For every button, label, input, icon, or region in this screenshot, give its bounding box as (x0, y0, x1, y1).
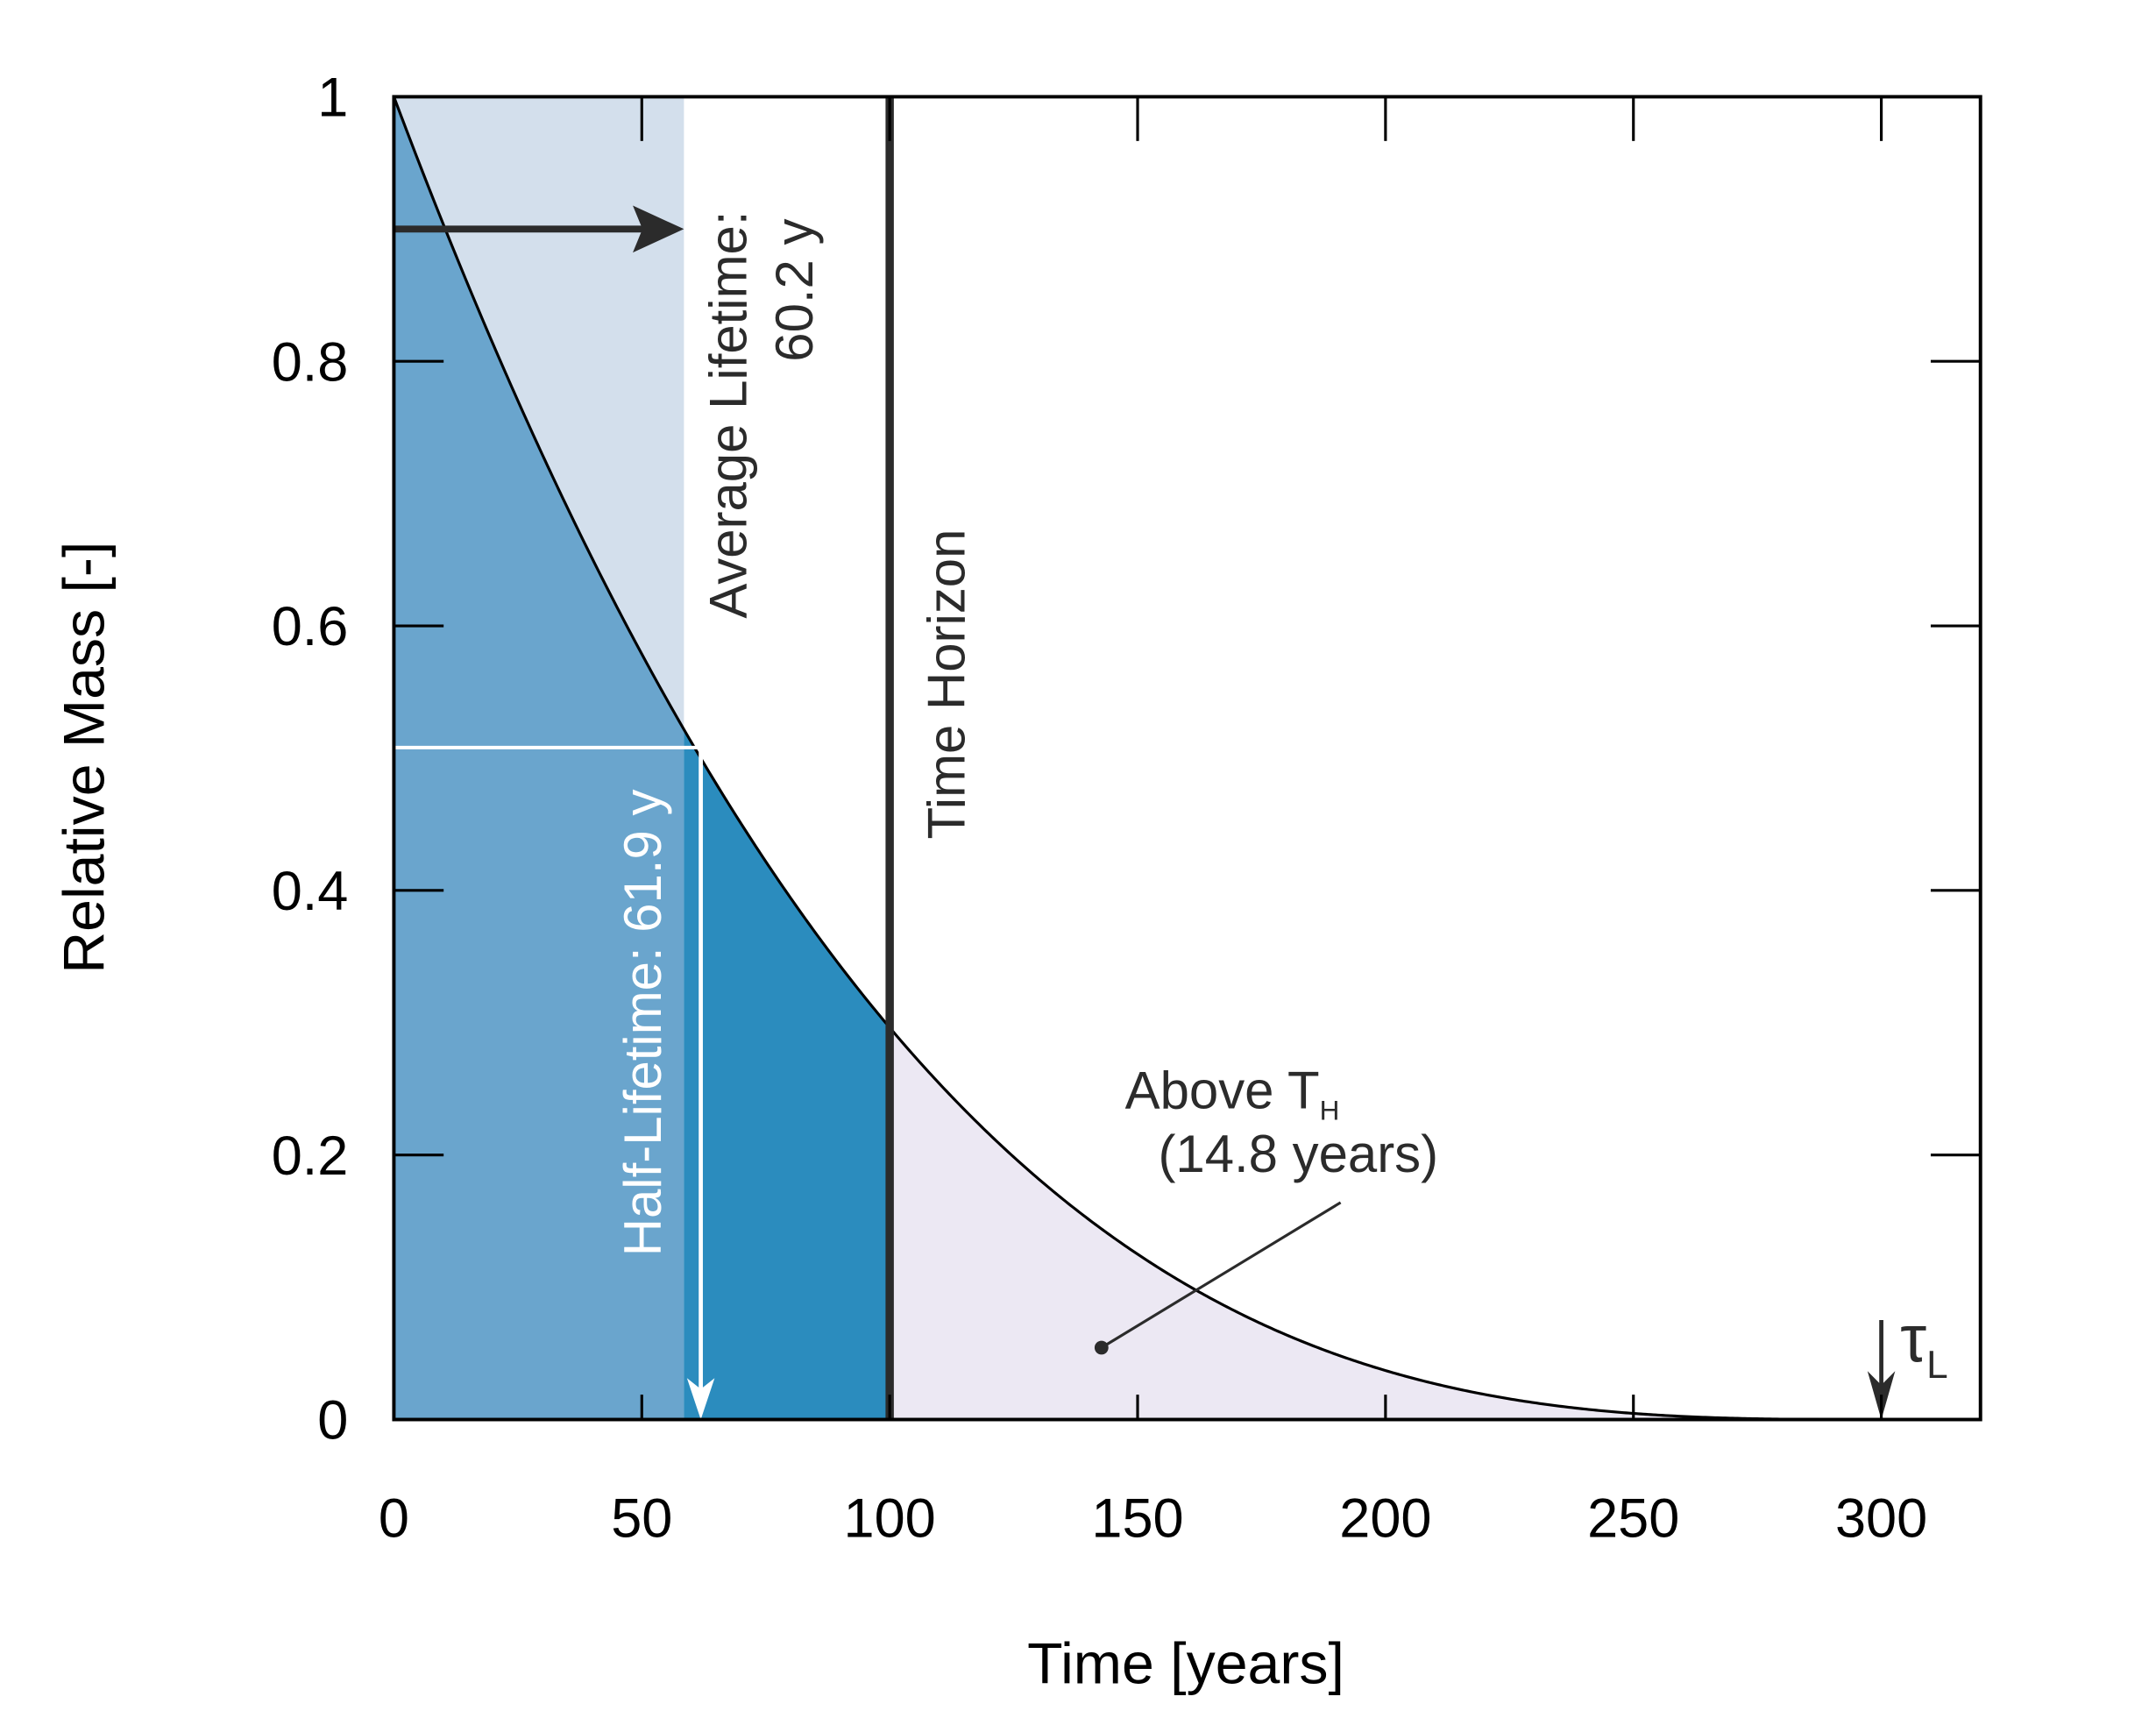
below-curve-to-horizon (684, 729, 890, 1420)
fill-regions (394, 96, 1882, 1420)
plot-frame (392, 95, 1982, 1422)
above-time-horizon (890, 1027, 1882, 1420)
x-tick-label: 100 (844, 1488, 936, 1550)
y-tick-label: 1 (317, 67, 348, 128)
time-horizon-label: Time Horizon (918, 529, 976, 840)
y-tick-label: 0.4 (272, 861, 349, 922)
y-axis-label: Relative Mass [-] (52, 542, 117, 974)
markers (394, 96, 1896, 1420)
y-tick-label: 0.8 (272, 331, 349, 393)
above-th-dot (1094, 1340, 1109, 1355)
x-tick-label: 0 (379, 1488, 409, 1550)
above-th-value: (14.8 years) (1158, 1125, 1438, 1183)
x-tick-label: 250 (1587, 1488, 1679, 1550)
above-th-label: Above TH (1125, 1061, 1340, 1126)
avg-lifetime-label: Average Lifetime: (699, 211, 758, 619)
half-lifetime-arrow-head (686, 1378, 715, 1420)
below-curve-before-half (394, 96, 684, 1420)
y-tick-label: 0.6 (272, 596, 349, 657)
x-tick-label: 200 (1339, 1488, 1431, 1550)
tau-symbol: τ (1900, 1302, 1926, 1376)
avg-lifetime-arrow-head (633, 205, 684, 253)
x-tick-label: 300 (1835, 1488, 1927, 1550)
above-th-text: Above T (1125, 1061, 1320, 1120)
tau-l-label: τL (1900, 1302, 1947, 1387)
x-tick-label: 150 (1091, 1488, 1183, 1550)
above-th-leader (1100, 1201, 1342, 1349)
x-axis-label: Time [years] (1027, 1632, 1344, 1697)
ticks: 0 50 100 150 200 250 300 0 0.2 0.4 0.6 0.8 1 (272, 67, 1981, 1550)
tau-subscript: L (1926, 1344, 1948, 1387)
above-th-subscript: H (1320, 1094, 1340, 1125)
y-tick-label: 0.2 (272, 1125, 349, 1187)
y-tick-label: 0 (317, 1390, 348, 1452)
avg-lifetime-value: 60.2 y (765, 219, 824, 362)
x-tick-label: 50 (611, 1488, 672, 1550)
half-lifetime-label: Half-Lifetime: 61.9 y (613, 790, 672, 1257)
